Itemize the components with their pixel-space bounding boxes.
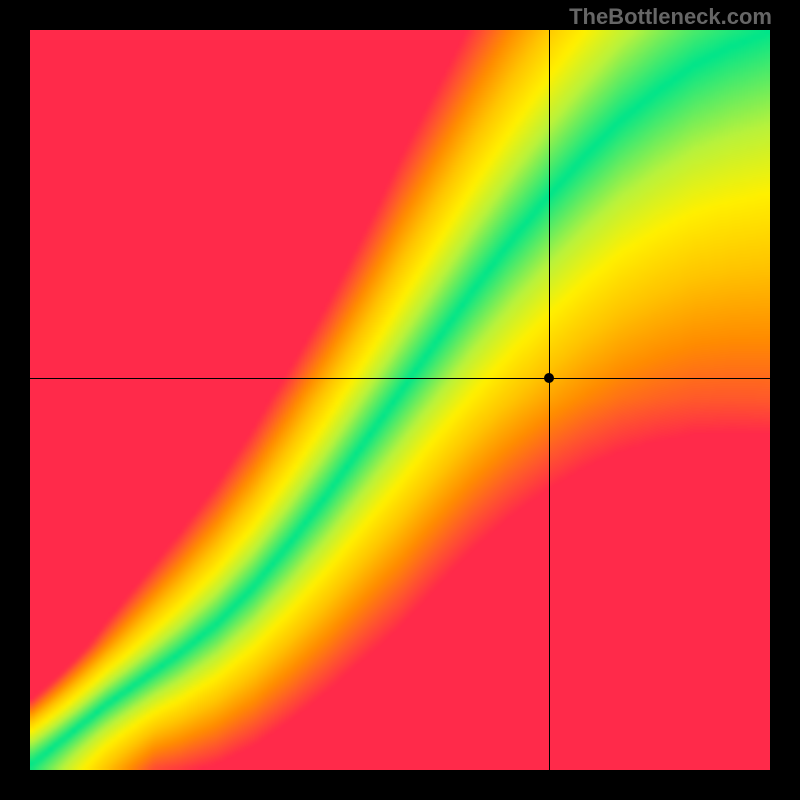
crosshair-dot [544,373,554,383]
crosshair-vertical [549,30,550,770]
bottleneck-heatmap [30,30,770,770]
crosshair-horizontal [30,378,770,379]
heatmap-canvas [30,30,770,770]
watermark-text: TheBottleneck.com [569,4,772,30]
